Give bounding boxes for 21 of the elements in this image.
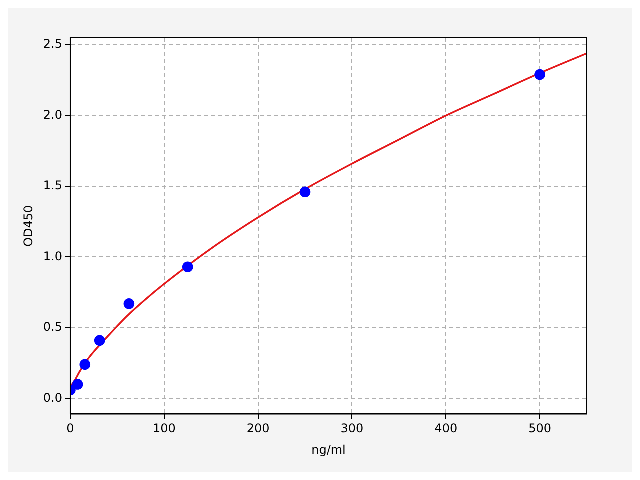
x-tick-label: 500 xyxy=(528,422,552,436)
y-tick-label: 1.5 xyxy=(43,178,62,193)
y-axis-title: OD450 xyxy=(21,205,36,247)
x-tick-label: 0 xyxy=(66,422,74,436)
x-axis-title: ng/ml xyxy=(312,442,346,457)
point xyxy=(300,186,311,198)
x-tick-label: 400 xyxy=(434,422,458,436)
point xyxy=(182,262,194,273)
x-tick-label: 300 xyxy=(340,422,364,436)
point xyxy=(94,335,106,346)
x-tick-label: 100 xyxy=(152,422,176,436)
y-tick-label: 0.0 xyxy=(43,390,62,405)
point xyxy=(124,298,135,310)
y-tick-label: 0.5 xyxy=(43,320,62,334)
x-tick-label: 200 xyxy=(246,422,270,436)
point xyxy=(80,359,91,370)
y-tick-label: 1.0 xyxy=(43,249,62,264)
y-tick-label: 2.5 xyxy=(43,37,62,52)
point xyxy=(534,69,546,80)
point xyxy=(72,379,84,390)
y-tick-label: 2.0 xyxy=(43,108,62,122)
